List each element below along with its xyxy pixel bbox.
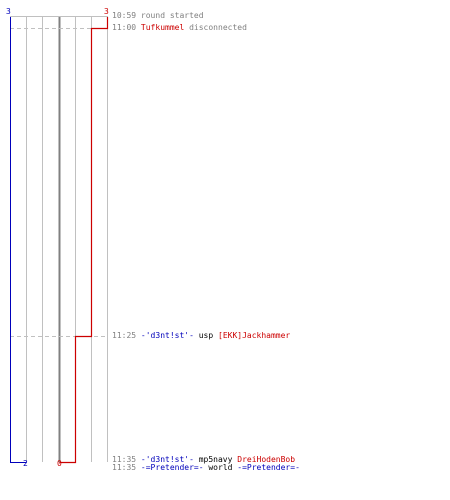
- red-start-score: 3: [104, 7, 109, 16]
- event-time: 11:35: [112, 455, 137, 464]
- victim-name: -=Pretender=-: [237, 463, 300, 472]
- weapon-name: mp5navy: [193, 455, 238, 464]
- killer-name: -=Pretender=-: [140, 463, 204, 472]
- event-row: 11:00 Tufkummel disconnected: [112, 23, 247, 33]
- event-time: 11:35: [112, 463, 137, 472]
- weapon-name: world: [203, 463, 238, 472]
- event-text: disconnected: [184, 23, 247, 32]
- player-name: Tufkummel: [140, 23, 185, 32]
- blue-team-line: [10, 17, 27, 463]
- blue-end-score: 2: [23, 459, 28, 468]
- event-row: 10:59 round started: [112, 11, 204, 21]
- victim-name: DreiHodenBob: [237, 455, 296, 464]
- event-row: 11:25 -'d3nt!st'- usp [EKK]Jackhammer: [112, 331, 290, 341]
- victim-name: [EKK]Jackhammer: [218, 331, 291, 340]
- event-time: 11:25: [112, 331, 137, 340]
- event-time: 10:59: [112, 11, 137, 20]
- killer-name: -'d3nt!st'-: [140, 331, 194, 340]
- event-text: round started: [140, 11, 204, 20]
- event-time: 11:00: [112, 23, 137, 32]
- event-row: 11:35 -=Pretender=- world -=Pretender=-: [112, 463, 300, 473]
- blue-start-score: 3: [6, 7, 11, 16]
- weapon-name: usp: [193, 331, 218, 340]
- killer-name: -'d3nt!st'-: [140, 455, 194, 464]
- red-team-line: [59, 17, 109, 464]
- event-row: 11:35 -'d3nt!st'- mp5navy DreiHodenBob: [112, 455, 295, 465]
- red-end-score: 0: [57, 459, 62, 468]
